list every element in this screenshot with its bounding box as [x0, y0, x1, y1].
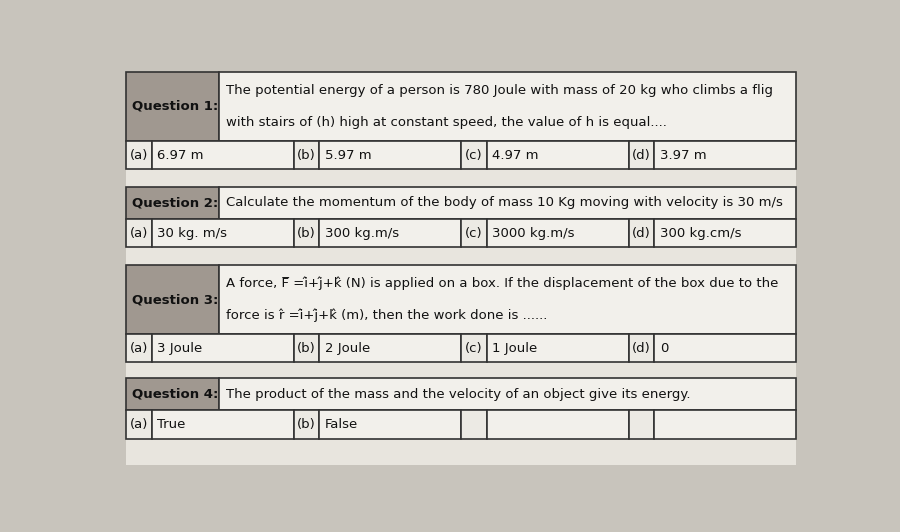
Text: (a): (a) — [130, 418, 148, 431]
Bar — [461, 141, 487, 169]
Bar — [126, 265, 219, 334]
Bar — [219, 378, 796, 410]
Text: 4.97 m: 4.97 m — [492, 148, 539, 162]
Bar — [654, 334, 796, 362]
Text: 300 kg.m/s: 300 kg.m/s — [325, 227, 399, 240]
Text: 300 kg.cm/s: 300 kg.cm/s — [660, 227, 742, 240]
Text: 3000 kg.m/s: 3000 kg.m/s — [492, 227, 575, 240]
Text: 3.97 m: 3.97 m — [660, 148, 706, 162]
Bar — [293, 410, 320, 438]
Text: (a): (a) — [130, 342, 148, 355]
Text: Question 3:: Question 3: — [132, 293, 219, 306]
Bar — [293, 219, 320, 247]
Bar — [126, 141, 152, 169]
Text: (a): (a) — [130, 148, 148, 162]
Bar — [126, 378, 219, 410]
Bar — [461, 334, 487, 362]
Bar — [126, 187, 219, 219]
Text: force is r̂ =î+ĵ+k̂ (m), then the work done is ......: force is r̂ =î+ĵ+k̂ (m), then the work… — [226, 309, 547, 322]
Bar — [219, 265, 796, 334]
Text: Calculate the momentum of the body of mass 10 Kg moving with velocity is 30 m/s: Calculate the momentum of the body of ma… — [226, 196, 783, 210]
Bar — [487, 141, 628, 169]
Bar — [126, 334, 152, 362]
Bar — [126, 410, 152, 438]
Bar — [320, 334, 461, 362]
Bar — [320, 410, 461, 438]
Bar — [152, 141, 293, 169]
Bar — [487, 410, 628, 438]
Text: False: False — [325, 418, 358, 431]
Text: (d): (d) — [632, 342, 651, 355]
Bar — [293, 334, 320, 362]
Bar — [126, 72, 219, 141]
Text: 3 Joule: 3 Joule — [158, 342, 202, 355]
Bar — [628, 334, 654, 362]
Text: The potential energy of a person is 780 Joule with mass of 20 kg who climbs a fl: The potential energy of a person is 780 … — [226, 84, 773, 97]
Bar — [628, 141, 654, 169]
Text: 2 Joule: 2 Joule — [325, 342, 370, 355]
Bar — [126, 219, 152, 247]
Text: True: True — [158, 418, 185, 431]
Bar — [461, 410, 487, 438]
Text: (d): (d) — [632, 148, 651, 162]
Text: Question 1:: Question 1: — [132, 100, 219, 113]
Bar — [487, 334, 628, 362]
Text: (b): (b) — [297, 418, 316, 431]
Bar — [152, 410, 293, 438]
Text: with stairs of (h) high at constant speed, the value of h is equal....: with stairs of (h) high at constant spee… — [226, 116, 667, 129]
Text: (a): (a) — [130, 227, 148, 240]
Text: 30 kg. m/s: 30 kg. m/s — [158, 227, 228, 240]
Bar — [152, 219, 293, 247]
Bar — [219, 187, 796, 219]
Bar — [320, 141, 461, 169]
Text: (c): (c) — [464, 342, 482, 355]
Bar — [654, 219, 796, 247]
Text: (b): (b) — [297, 227, 316, 240]
Text: 0: 0 — [660, 342, 668, 355]
Bar — [628, 410, 654, 438]
Bar — [219, 72, 796, 141]
Text: (c): (c) — [464, 148, 482, 162]
Bar — [654, 141, 796, 169]
Text: 6.97 m: 6.97 m — [158, 148, 204, 162]
Bar — [628, 219, 654, 247]
Bar — [487, 219, 628, 247]
Bar — [293, 141, 320, 169]
Bar — [152, 334, 293, 362]
Text: A force, F̅ =î+ĵ+k̂ (N) is applied on a box. If the displacement of the box du: A force, F̅ =î+ĵ+k̂ (N) is applied on … — [226, 277, 778, 290]
Text: (d): (d) — [632, 227, 651, 240]
Text: (c): (c) — [464, 227, 482, 240]
Text: 1 Joule: 1 Joule — [492, 342, 537, 355]
Text: (b): (b) — [297, 342, 316, 355]
Text: Question 4:: Question 4: — [132, 388, 219, 401]
Text: 5.97 m: 5.97 m — [325, 148, 372, 162]
Bar — [654, 410, 796, 438]
Text: The product of the mass and the velocity of an object give its energy.: The product of the mass and the velocity… — [226, 388, 690, 401]
Text: Question 2:: Question 2: — [132, 196, 219, 210]
Bar — [320, 219, 461, 247]
Text: (b): (b) — [297, 148, 316, 162]
Bar — [461, 219, 487, 247]
